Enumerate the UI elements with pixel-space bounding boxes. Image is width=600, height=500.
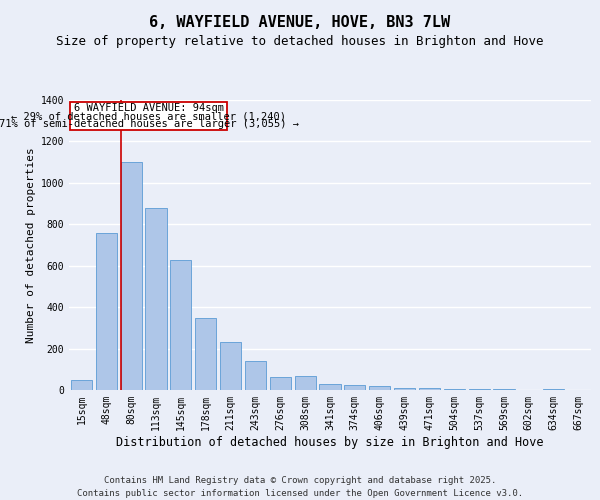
Bar xyxy=(419,388,440,390)
Text: ← 29% of detached houses are smaller (1,240): ← 29% of detached houses are smaller (1,… xyxy=(11,111,286,121)
Bar xyxy=(270,376,291,390)
Text: Contains HM Land Registry data © Crown copyright and database right 2025.
Contai: Contains HM Land Registry data © Crown c… xyxy=(77,476,523,498)
Bar xyxy=(344,385,365,390)
Text: Size of property relative to detached houses in Brighton and Hove: Size of property relative to detached ho… xyxy=(56,35,544,48)
Bar xyxy=(493,389,515,390)
Bar xyxy=(369,386,390,390)
Bar xyxy=(444,389,465,390)
Bar xyxy=(71,380,92,390)
Text: 6 WAYFIELD AVENUE: 94sqm: 6 WAYFIELD AVENUE: 94sqm xyxy=(74,103,224,113)
X-axis label: Distribution of detached houses by size in Brighton and Hove: Distribution of detached houses by size … xyxy=(116,436,544,448)
Bar xyxy=(170,260,191,390)
Text: 71% of semi-detached houses are larger (3,055) →: 71% of semi-detached houses are larger (… xyxy=(0,119,299,129)
Bar xyxy=(245,361,266,390)
Bar xyxy=(394,388,415,390)
Bar xyxy=(70,102,227,130)
Bar xyxy=(319,384,341,390)
Bar xyxy=(145,208,167,390)
Bar xyxy=(96,232,117,390)
Bar xyxy=(195,318,216,390)
Bar xyxy=(295,376,316,390)
Y-axis label: Number of detached properties: Number of detached properties xyxy=(26,147,37,343)
Bar xyxy=(220,342,241,390)
Text: 6, WAYFIELD AVENUE, HOVE, BN3 7LW: 6, WAYFIELD AVENUE, HOVE, BN3 7LW xyxy=(149,15,451,30)
Bar xyxy=(121,162,142,390)
